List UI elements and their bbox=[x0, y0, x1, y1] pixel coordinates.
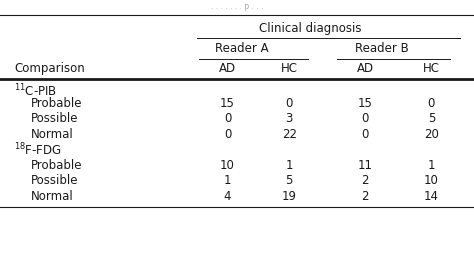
Text: 5: 5 bbox=[285, 174, 293, 187]
Text: 11: 11 bbox=[357, 159, 373, 172]
Text: 0: 0 bbox=[361, 128, 369, 141]
Text: AD: AD bbox=[356, 62, 374, 75]
Text: Reader A: Reader A bbox=[215, 43, 269, 55]
Text: 1: 1 bbox=[224, 174, 231, 187]
Text: 10: 10 bbox=[424, 174, 439, 187]
Text: Normal: Normal bbox=[31, 190, 73, 203]
Text: 4: 4 bbox=[224, 190, 231, 203]
Text: HC: HC bbox=[423, 62, 440, 75]
Text: 22: 22 bbox=[282, 128, 297, 141]
Text: 2: 2 bbox=[361, 174, 369, 187]
Text: AD: AD bbox=[219, 62, 236, 75]
Text: 5: 5 bbox=[428, 112, 435, 125]
Text: 20: 20 bbox=[424, 128, 439, 141]
Text: 15: 15 bbox=[220, 97, 235, 110]
Text: Possible: Possible bbox=[31, 112, 78, 125]
Text: Reader B: Reader B bbox=[355, 43, 409, 55]
Text: Normal: Normal bbox=[31, 128, 73, 141]
Text: $^{11}$C-PIB: $^{11}$C-PIB bbox=[14, 83, 57, 100]
Text: Possible: Possible bbox=[31, 174, 78, 187]
Text: Comparison: Comparison bbox=[14, 62, 85, 75]
Text: 0: 0 bbox=[428, 97, 435, 110]
Text: 0: 0 bbox=[361, 112, 369, 125]
Text: 10: 10 bbox=[220, 159, 235, 172]
Text: 3: 3 bbox=[285, 112, 293, 125]
Text: 14: 14 bbox=[424, 190, 439, 203]
Text: 0: 0 bbox=[224, 128, 231, 141]
Text: 1: 1 bbox=[285, 159, 293, 172]
Text: 0: 0 bbox=[285, 97, 293, 110]
Text: 19: 19 bbox=[282, 190, 297, 203]
Text: HC: HC bbox=[281, 62, 298, 75]
Text: Probable: Probable bbox=[31, 159, 82, 172]
Text: 1: 1 bbox=[428, 159, 435, 172]
Text: Probable: Probable bbox=[31, 97, 82, 110]
Text: . . . . . . . p . . .: . . . . . . . p . . . bbox=[211, 2, 263, 11]
Text: 15: 15 bbox=[357, 97, 373, 110]
Text: $^{18}$F-FDG: $^{18}$F-FDG bbox=[14, 141, 62, 158]
Text: Clinical diagnosis: Clinical diagnosis bbox=[259, 22, 362, 35]
Text: 0: 0 bbox=[224, 112, 231, 125]
Text: 2: 2 bbox=[361, 190, 369, 203]
